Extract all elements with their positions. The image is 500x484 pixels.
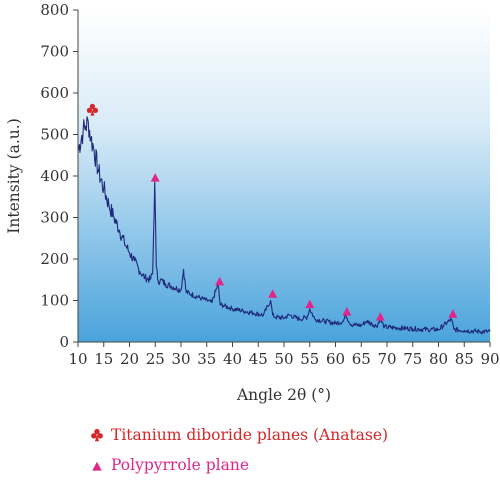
triangle-marker-1 — [150, 173, 160, 182]
legend: Titanium diboride planes (Anatase) Polyp… — [78, 424, 498, 484]
triangle-marker-6 — [375, 312, 385, 321]
x-tick-label-4: 30 — [171, 350, 190, 368]
x-tick-label-6: 40 — [223, 350, 242, 368]
x-tick-label-15: 85 — [455, 350, 474, 368]
x-tick-label-2: 20 — [120, 350, 139, 368]
y-axis-title: Intensity (a.u.) — [5, 118, 23, 234]
club-icon — [91, 428, 103, 442]
y-tick-label-0: 0 — [59, 333, 69, 351]
legend-label-tib2: Titanium diboride planes (Anatase) — [111, 426, 389, 444]
x-tick-label-13: 75 — [403, 350, 422, 368]
x-tick-label-16: 90 — [480, 350, 499, 368]
y-tick-label-5: 500 — [40, 126, 69, 144]
x-tick-label-0: 10 — [68, 350, 87, 368]
legend-item-tib2: Titanium diboride planes (Anatase) — [78, 424, 498, 454]
x-tick-label-3: 25 — [146, 350, 165, 368]
triangle-marker-5 — [342, 307, 352, 316]
x-tick-label-8: 50 — [274, 350, 293, 368]
triangle-marker-7 — [448, 309, 458, 318]
y-tick-label-6: 600 — [40, 84, 69, 102]
y-tick-label-2: 200 — [40, 250, 69, 268]
triangle-marker-2 — [215, 276, 225, 286]
triangle-marker-3 — [268, 289, 278, 298]
y-tick-label-3: 300 — [40, 209, 69, 227]
y-tick-label-7: 700 — [40, 43, 69, 61]
triangle-icon — [92, 461, 102, 471]
plot-area — [78, 10, 490, 342]
xrd-chart: 10 15 20 25 30 35 40 45 50 55 60 65 70 75 80 85 90 0 100 20… — [5, 1, 500, 404]
legend-label-ppy: Polypyrrole plane — [111, 456, 250, 474]
y-tick-label-1: 100 — [40, 292, 69, 310]
x-axis-title: Angle 2θ (°) — [236, 386, 331, 404]
series-line-0 — [77, 116, 491, 335]
x-tick-label-5: 35 — [197, 350, 216, 368]
triangle-marker-4 — [305, 299, 315, 309]
x-tick-label-9: 55 — [300, 350, 319, 368]
x-tick-label-11: 65 — [352, 350, 371, 368]
club-marker-0 — [86, 103, 99, 116]
x-tick-label-10: 60 — [326, 350, 345, 368]
x-tick-label-12: 70 — [377, 350, 396, 368]
x-tick-label-1: 15 — [94, 350, 113, 368]
y-tick-label-8: 800 — [40, 1, 69, 19]
y-tick-label-4: 400 — [40, 167, 69, 185]
x-tick-label-14: 80 — [429, 350, 448, 368]
legend-item-ppy: Polypyrrole plane — [78, 454, 498, 484]
x-tick-label-7: 45 — [249, 350, 268, 368]
